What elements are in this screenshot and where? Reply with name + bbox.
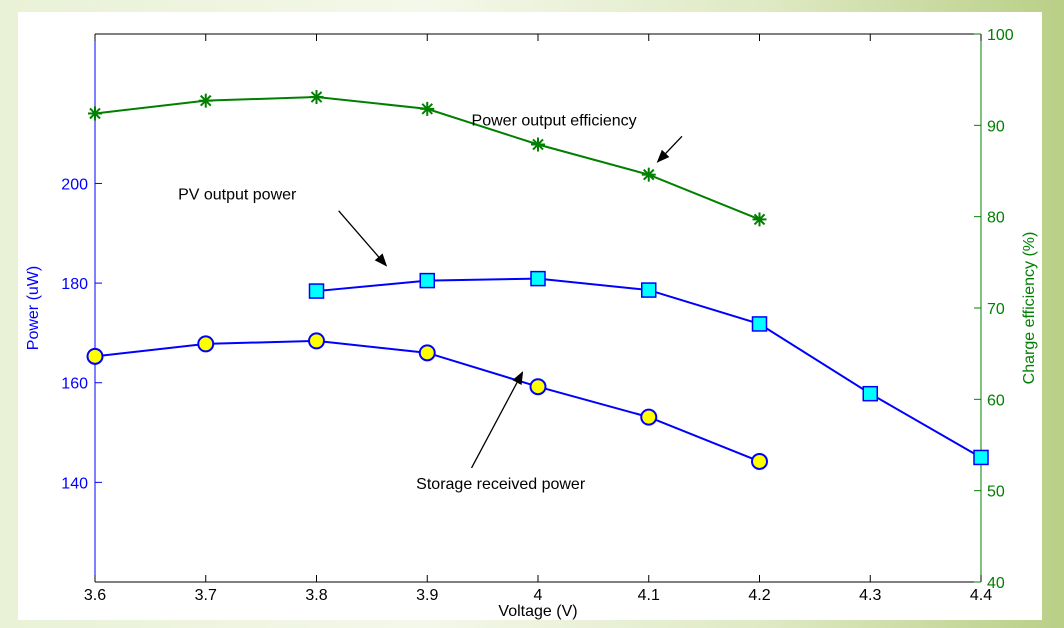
data-point <box>308 332 325 350</box>
data-point <box>309 90 324 105</box>
right-tick-label: 60 <box>987 392 1005 409</box>
left-tick-label: 180 <box>61 276 88 293</box>
plot-frame: 3.6 3.7 3.8 3.9 4 4.1 4.2 4.3 4.4 140 160 180 200 4… <box>18 12 1042 620</box>
data-point <box>419 272 435 289</box>
data-point <box>531 137 545 152</box>
data-point <box>420 101 435 116</box>
asterisk-stroke <box>753 213 766 226</box>
left-tick-label: 140 <box>61 475 88 492</box>
right-tick-label: 100 <box>987 27 1014 44</box>
annotation-text: Power output efficiency <box>472 112 637 129</box>
right-tick-label: 50 <box>987 484 1005 501</box>
x-tick-label: 4.4 <box>970 587 992 604</box>
x-tick-label: 4 <box>534 587 543 604</box>
data-point <box>86 347 104 365</box>
series-asterisk <box>88 90 767 227</box>
x-axis-ticks: 3.6 3.7 3.8 3.9 4 4.1 4.2 4.3 4.4 <box>84 34 992 604</box>
x-tick-label: 3.8 <box>305 587 327 604</box>
asterisk-stroke <box>310 91 323 103</box>
asterisk-stroke <box>89 107 101 120</box>
data-point <box>529 378 547 396</box>
series-square <box>308 270 989 466</box>
annotation-arrow <box>470 371 524 469</box>
right-tick-label: 40 <box>987 575 1005 592</box>
annotation-arrow <box>656 135 683 163</box>
right-tick-label: 80 <box>987 210 1005 227</box>
data-point <box>640 408 658 426</box>
left-axis-ticks: 140 160 180 200 <box>61 176 102 492</box>
annotation-text: Storage received power <box>416 476 586 493</box>
data-point <box>752 212 767 227</box>
data-point <box>418 344 436 362</box>
annotation-text: PV output power <box>178 186 297 203</box>
asterisk-stroke <box>200 94 212 107</box>
right-axis-ticks: 40 50 60 70 80 90 100 <box>974 27 1014 592</box>
data-point <box>862 385 878 402</box>
x-tick-label: 3.6 <box>84 587 106 604</box>
x-tick-label: 3.7 <box>195 587 217 604</box>
asterisk-stroke <box>532 138 544 151</box>
data-point <box>88 106 102 121</box>
data-point <box>751 316 768 332</box>
left-axis-title: Power (uW) <box>25 266 42 350</box>
right-tick-label: 70 <box>987 301 1005 318</box>
data-point <box>197 335 215 353</box>
data-point <box>641 167 656 182</box>
asterisk-stroke <box>421 103 433 115</box>
data-point <box>973 449 989 466</box>
data-point <box>530 270 546 287</box>
asterisk-stroke <box>643 168 655 181</box>
right-axis-title: Charge efficiency (%) <box>1021 232 1038 385</box>
annotation-arrow <box>338 210 388 267</box>
series-circle <box>86 332 768 470</box>
x-tick-label: 4.3 <box>859 587 881 604</box>
x-tick-label: 4.1 <box>638 587 660 604</box>
annotation-layer: Power output efficiency PV output power St… <box>178 112 683 493</box>
chart-svg: 3.6 3.7 3.8 3.9 4 4.1 4.2 4.3 4.4 140 160 180 200 4… <box>25 27 1038 620</box>
x-tick-label: 4.2 <box>748 587 770 604</box>
series-line <box>316 277 982 459</box>
data-point <box>751 452 768 470</box>
data-point <box>641 282 657 298</box>
data-point <box>308 283 325 299</box>
left-tick-label: 160 <box>61 376 88 393</box>
series-layer <box>86 90 989 470</box>
x-axis-title: Voltage (V) <box>498 603 577 620</box>
data-point <box>198 93 213 108</box>
x-tick-label: 3.9 <box>416 587 438 604</box>
right-tick-label: 90 <box>987 118 1005 135</box>
left-tick-label: 200 <box>61 176 88 193</box>
